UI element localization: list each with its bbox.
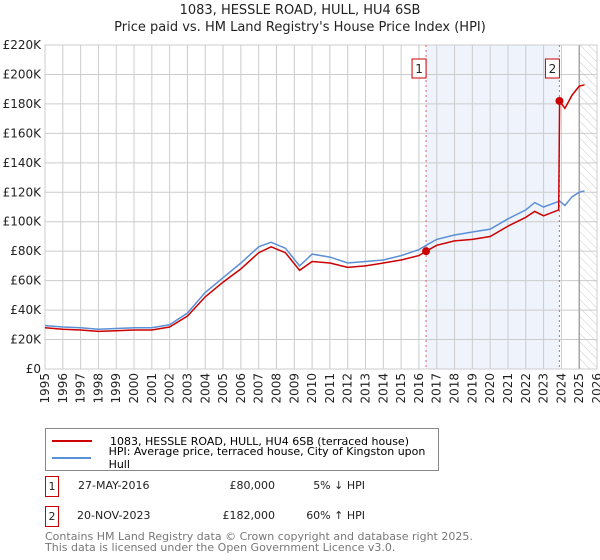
sale-label-box: [544, 58, 560, 79]
x-tick-label: 2023: [537, 373, 551, 404]
sale-row: 2 20-NOV-2023 £182,000 60% ↑ HPI: [45, 506, 445, 527]
legend: 1083, HESSLE ROAD, HULL, HU4 6SB (terrac…: [45, 428, 439, 471]
x-tick-label: 2000: [127, 373, 141, 404]
x-tick-label: 2007: [252, 373, 266, 404]
sale-price: £182,000: [222, 509, 276, 522]
x-tick-label: 2003: [180, 373, 194, 404]
x-tick-label: 2017: [430, 373, 444, 404]
x-tick-label: 1995: [38, 373, 52, 404]
y-tick-label: £180K: [3, 97, 43, 111]
price-chart: 1995 1996 1997 1998 1999 2000 2001 2002 2003 2004…: [3, 38, 600, 404]
footer-line: Contains HM Land Registry data © Crown c…: [45, 530, 473, 543]
x-tick-label: 2026: [590, 373, 600, 404]
x-tick-label: 2010: [305, 373, 319, 404]
x-tick-label: 2008: [269, 373, 283, 404]
x-tick-label: 2016: [412, 373, 426, 404]
sale-label: 2: [549, 62, 557, 76]
y-tick-label: £40K: [10, 303, 42, 317]
x-tick-label: 2004: [198, 373, 212, 404]
x-tick-label: 2018: [448, 373, 462, 404]
sale-date: 27-MAY-2016: [78, 479, 150, 492]
x-tick-label: 1999: [109, 373, 123, 404]
x-tick-label: 2009: [287, 373, 301, 404]
sale-point: [555, 96, 564, 105]
forecast-hatch: [579, 45, 597, 369]
legend-blue-line: [52, 457, 91, 459]
sale-badge: 1: [45, 476, 59, 497]
sale-row: 1 27-MAY-2016 £80,000 5% ↓ HPI: [45, 476, 445, 497]
x-tick-label: 2013: [359, 373, 373, 404]
sale-period-shading: [426, 45, 560, 369]
legend-label-property: 1083, HESSLE ROAD, HULL, HU4 6SB (terrac…: [110, 434, 409, 448]
legend-red-line: [52, 440, 92, 442]
x-tick-label: 2014: [376, 373, 390, 404]
x-tick-label: 2021: [501, 373, 515, 404]
y-tick-label: £140K: [3, 156, 43, 170]
x-tick-label: 2025: [572, 373, 586, 404]
x-tick-label: 2022: [519, 373, 533, 404]
y-tick-label: £160K: [3, 126, 43, 140]
y-tick-label: £220K: [3, 38, 43, 52]
sale-hpi: 5% ↓ HPI: [313, 479, 365, 492]
chart-title: 1083, HESSLE ROAD, HULL, HU4 6SB: [179, 3, 421, 18]
sale-label: 1: [415, 62, 423, 76]
x-tick-label: 2006: [234, 373, 248, 404]
x-tick-label: 2024: [554, 373, 568, 404]
sale-date: 20-NOV-2023: [77, 509, 151, 522]
x-tick-label: 2020: [483, 373, 497, 404]
x-tick-label: 1998: [91, 373, 105, 404]
sale-point: [422, 247, 431, 256]
sale-price: £80,000: [229, 479, 276, 492]
x-tick-label: 1997: [74, 373, 88, 404]
hpi-line: [44, 190, 585, 330]
x-tick-label: 2012: [341, 373, 355, 404]
x-tick-label: 2019: [465, 373, 479, 404]
sale-hpi: 60% ↑ HPI: [306, 509, 365, 522]
property-price-line: [44, 84, 585, 333]
x-tick-label: 2002: [163, 373, 177, 404]
y-tick-label: £20K: [10, 333, 42, 347]
plot-border: [44, 44, 598, 370]
y-tick-label: £100K: [3, 215, 43, 229]
y-tick-label: £80K: [10, 244, 42, 258]
x-tick-label: 2015: [394, 373, 408, 404]
x-tick-label: 2005: [216, 373, 230, 404]
y-tick-label: £200K: [3, 67, 43, 81]
sale-label-box: [411, 58, 427, 79]
x-tick-label: 2011: [323, 373, 337, 404]
x-tick-label: 2001: [145, 373, 159, 404]
sale-badge: 2: [45, 506, 59, 527]
y-tick-label: £120K: [3, 185, 43, 199]
chart-subtitle: Price paid vs. HM Land Registry's House …: [114, 20, 486, 35]
footer: Contains HM Land Registry data © Crown c…: [45, 531, 473, 553]
y-tick-label: £0: [26, 362, 41, 376]
x-tick-label: 1996: [56, 373, 70, 404]
legend-label-hpi: HPI: Average price, terraced house, City…: [108, 445, 426, 471]
y-tick-label: £60K: [10, 274, 42, 288]
footer-line: This data is licensed under the Open Gov…: [45, 541, 396, 554]
